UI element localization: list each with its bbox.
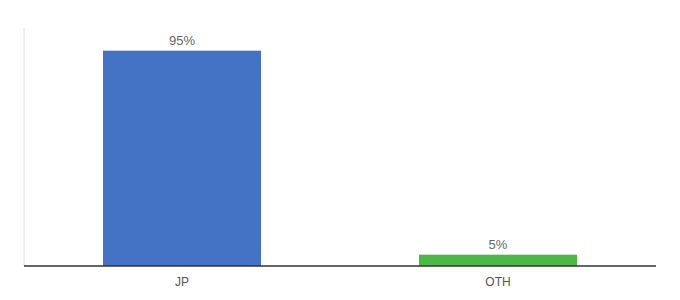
data-label: 95%: [169, 33, 195, 48]
labels: 95% 5%: [169, 33, 508, 252]
y-range-line: [24, 28, 25, 266]
chart-container: 95% 5% JP OTH: [0, 0, 680, 300]
data-label: 5%: [489, 237, 508, 252]
chart: 95% 5% JP OTH: [0, 0, 680, 300]
x-tick-label: JP: [175, 275, 189, 289]
bar: [103, 51, 261, 266]
bar: [419, 255, 577, 266]
bars: [103, 51, 577, 266]
x-tick-label: OTH: [485, 275, 510, 289]
x-axis-line: [24, 265, 656, 267]
